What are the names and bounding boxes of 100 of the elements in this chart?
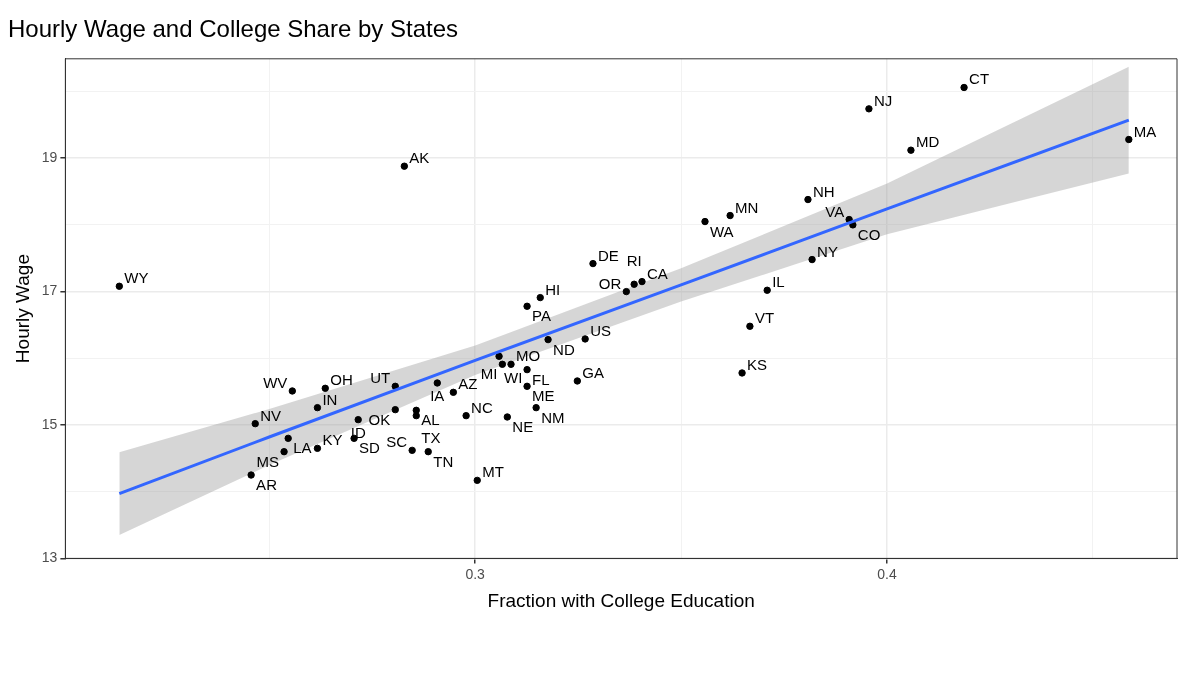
point xyxy=(701,217,709,226)
point xyxy=(498,360,507,368)
data-label: VA xyxy=(825,202,845,220)
data-label: LA xyxy=(293,439,312,457)
data-label: RI xyxy=(626,252,642,270)
point xyxy=(746,322,754,330)
point xyxy=(544,335,552,344)
data-label: MO xyxy=(516,347,541,365)
data-label: PA xyxy=(532,307,551,325)
data-label: OR xyxy=(598,274,622,292)
data-label: NY xyxy=(817,242,838,260)
data-label: MT xyxy=(482,463,504,481)
data-label: CA xyxy=(646,264,668,282)
data-label: MA xyxy=(1133,122,1157,140)
data-label: FL xyxy=(532,370,550,388)
data-label: IA xyxy=(430,386,445,404)
data-label: DE xyxy=(597,246,619,264)
data-label: KS xyxy=(747,355,768,373)
data-label: IL xyxy=(772,273,785,291)
point xyxy=(400,162,409,170)
point xyxy=(804,195,812,204)
y-tick-label: 13 xyxy=(41,549,58,566)
data-label: WV xyxy=(263,373,288,391)
x-tick-label: 0.4 xyxy=(877,565,897,582)
data-label: WY xyxy=(124,269,149,287)
point xyxy=(313,403,322,412)
point xyxy=(638,277,646,286)
chart-title: Hourly Wage and College Share by States xyxy=(8,15,459,43)
y-tick-label: 19 xyxy=(41,149,58,166)
point xyxy=(581,335,589,343)
data-label: TX xyxy=(421,428,441,446)
data-label: OK xyxy=(368,410,391,428)
point xyxy=(763,286,771,294)
data-label: AZ xyxy=(458,375,478,393)
point xyxy=(532,403,540,412)
point xyxy=(589,259,597,268)
point xyxy=(622,287,631,296)
data-label: SC xyxy=(386,433,408,451)
point xyxy=(284,434,292,443)
data-label: SD xyxy=(359,439,381,457)
point xyxy=(280,447,288,456)
data-label: NE xyxy=(512,417,534,435)
point xyxy=(523,382,531,391)
point xyxy=(391,405,399,414)
point xyxy=(449,388,458,397)
data-label: VT xyxy=(754,309,775,327)
point xyxy=(808,255,816,264)
point xyxy=(507,360,515,368)
point xyxy=(536,293,544,302)
x-axis-title: Fraction with College Education xyxy=(487,589,755,611)
data-label: WI xyxy=(504,369,523,387)
point xyxy=(503,413,512,421)
point xyxy=(495,352,503,360)
point xyxy=(354,415,362,424)
y-axis-title: Hourly Wage xyxy=(11,254,33,364)
point xyxy=(1125,135,1133,144)
point xyxy=(462,411,470,420)
data-label: NV xyxy=(260,406,282,424)
data-label: MD xyxy=(915,133,940,151)
data-label: AR xyxy=(256,476,278,494)
data-label: NJ xyxy=(873,91,893,109)
data-label: ME xyxy=(532,387,555,405)
data-label: UT xyxy=(370,369,391,387)
point xyxy=(630,280,638,288)
point xyxy=(523,365,531,374)
y-tick-label: 17 xyxy=(41,282,58,299)
data-label: GA xyxy=(582,363,605,381)
data-label: AL xyxy=(421,411,440,429)
data-label: MS xyxy=(256,452,280,470)
point xyxy=(313,444,322,453)
point xyxy=(321,384,329,393)
point xyxy=(865,105,873,113)
data-label: TN xyxy=(433,452,454,470)
data-label: NH xyxy=(812,182,835,200)
point xyxy=(726,211,734,220)
data-label: HI xyxy=(545,280,561,298)
data-label: OH xyxy=(330,371,353,389)
data-label: CO xyxy=(857,225,881,243)
point xyxy=(738,369,746,377)
data-label: ND xyxy=(553,340,575,358)
data-label: MN xyxy=(735,198,759,216)
data-label: AK xyxy=(409,149,430,167)
data-label: NM xyxy=(541,408,565,426)
data-label: US xyxy=(590,321,611,339)
point xyxy=(115,282,124,290)
data-label: WA xyxy=(710,222,734,240)
point xyxy=(907,146,915,154)
point xyxy=(573,377,582,385)
point xyxy=(523,302,531,310)
point xyxy=(960,83,968,92)
y-tick-label: 15 xyxy=(41,415,58,432)
data-label: KY xyxy=(322,431,343,449)
point xyxy=(247,471,255,479)
data-label: CT xyxy=(969,70,990,88)
point xyxy=(408,446,416,455)
point xyxy=(288,387,297,395)
data-label: NC xyxy=(471,398,493,416)
point xyxy=(433,379,441,387)
x-tick-label: 0.3 xyxy=(465,565,486,582)
point xyxy=(424,447,432,456)
